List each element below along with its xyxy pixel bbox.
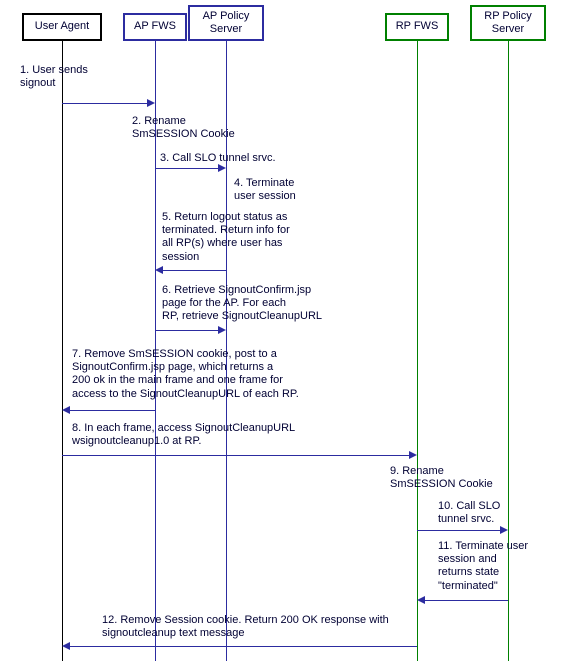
msg-text: 7. Remove SmSESSION cookie, post to a	[72, 348, 277, 360]
msg-5-arrow	[163, 270, 226, 271]
msg-1-arrow	[62, 103, 147, 104]
msg-text: RP, retrieve SignoutCleanupURL	[162, 310, 322, 322]
msg-8-label: 8. In each frame, access SignoutCleanupU…	[72, 422, 295, 448]
arrow-head	[218, 164, 226, 172]
msg-12-label: 12. Remove Session cookie. Return 200 OK…	[102, 614, 389, 640]
lifeline-line-rfw	[417, 41, 418, 661]
arrow-head	[62, 642, 70, 650]
msg-7-label: 7. Remove SmSESSION cookie, post to a Si…	[72, 348, 299, 401]
msg-text: 10. Call SLO	[438, 500, 500, 512]
arrow-head	[500, 526, 508, 534]
msg-text: session and	[438, 553, 497, 565]
msg-1-label: 1. User sends signout	[20, 64, 88, 90]
arrow-head	[155, 266, 163, 274]
msg-11-label: 11. Terminate user session and returns s…	[438, 540, 528, 593]
msg-text: wsignoutcleanup1.0 at RP.	[72, 435, 201, 447]
msg-text: page for the AP. For each	[162, 297, 286, 309]
msg-text: 8. In each frame, access SignoutCleanupU…	[72, 422, 295, 434]
arrow-head	[409, 451, 417, 459]
msg-text: SignoutConfirm.jsp page, which returns a	[72, 361, 273, 373]
msg-text: 3. Call SLO tunnel srvc.	[160, 152, 276, 164]
arrow-head	[218, 326, 226, 334]
arrow-head	[147, 99, 155, 107]
lifeline-rp-fws: RP FWS	[385, 13, 449, 41]
msg-text: all RP(s) where user has	[162, 237, 282, 249]
msg-3-arrow	[155, 168, 218, 169]
lifeline-label: User Agent	[35, 20, 89, 33]
arrow-head	[417, 596, 425, 604]
msg-7-arrow	[70, 410, 155, 411]
msg-text: 12. Remove Session cookie. Return 200 OK…	[102, 614, 389, 626]
msg-text: access to the SignoutCleanupURL of each …	[72, 388, 299, 400]
msg-11-arrow	[425, 600, 508, 601]
msg-text: signout	[20, 77, 55, 89]
msg-4-label: 4. Terminate user session	[232, 177, 298, 203]
lifeline-rp-policy-server: RP Policy Server	[470, 5, 546, 41]
msg-10-label: 10. Call SLO tunnel srvc.	[438, 500, 500, 526]
lifeline-ap-fws: AP FWS	[123, 13, 187, 41]
msg-text: signoutcleanup text message	[102, 627, 244, 639]
msg-text: 5. Return logout status as	[162, 211, 287, 223]
lifeline-line-ua	[62, 41, 63, 661]
msg-text: SmSESSION Cookie	[130, 127, 237, 141]
msg-10-arrow	[417, 530, 500, 531]
msg-text: 4. Terminate	[232, 176, 296, 190]
lifeline-user-agent: User Agent	[22, 13, 102, 41]
msg-8-arrow	[62, 455, 409, 456]
msg-6-label: 6. Retrieve SignoutConfirm.jsp page for …	[162, 284, 322, 324]
msg-text: tunnel srvc.	[438, 513, 494, 525]
lifeline-label: RP FWS	[396, 20, 439, 33]
msg-6-arrow	[155, 330, 218, 331]
lifeline-label: AP FWS	[134, 20, 176, 33]
msg-text: terminated. Return info for	[162, 224, 290, 236]
msg-9-label: 9. Rename SmSESSION Cookie	[388, 465, 495, 491]
msg-text: 1. User sends	[20, 64, 88, 76]
lifeline-label: RP Policy Server	[474, 10, 542, 36]
msg-text: SmSESSION Cookie	[388, 477, 495, 491]
msg-text: 6. Retrieve SignoutConfirm.jsp	[162, 284, 311, 296]
arrow-head	[62, 406, 70, 414]
msg-text: 11. Terminate user	[438, 540, 528, 552]
msg-12-arrow	[70, 646, 417, 647]
msg-5-label: 5. Return logout status as terminated. R…	[162, 211, 290, 264]
msg-text: "terminated"	[438, 580, 498, 592]
msg-2-label: 2. Rename SmSESSION Cookie	[130, 115, 237, 141]
lifeline-label: AP Policy Server	[192, 10, 260, 36]
msg-text: 2. Rename	[130, 114, 188, 128]
msg-text: user session	[232, 189, 298, 203]
msg-text: 200 ok in the main frame and one frame f…	[72, 374, 283, 386]
msg-text: 9. Rename	[388, 464, 446, 478]
msg-text: returns state	[438, 566, 499, 578]
msg-text: session	[162, 251, 199, 263]
lifeline-ap-policy-server: AP Policy Server	[188, 5, 264, 41]
